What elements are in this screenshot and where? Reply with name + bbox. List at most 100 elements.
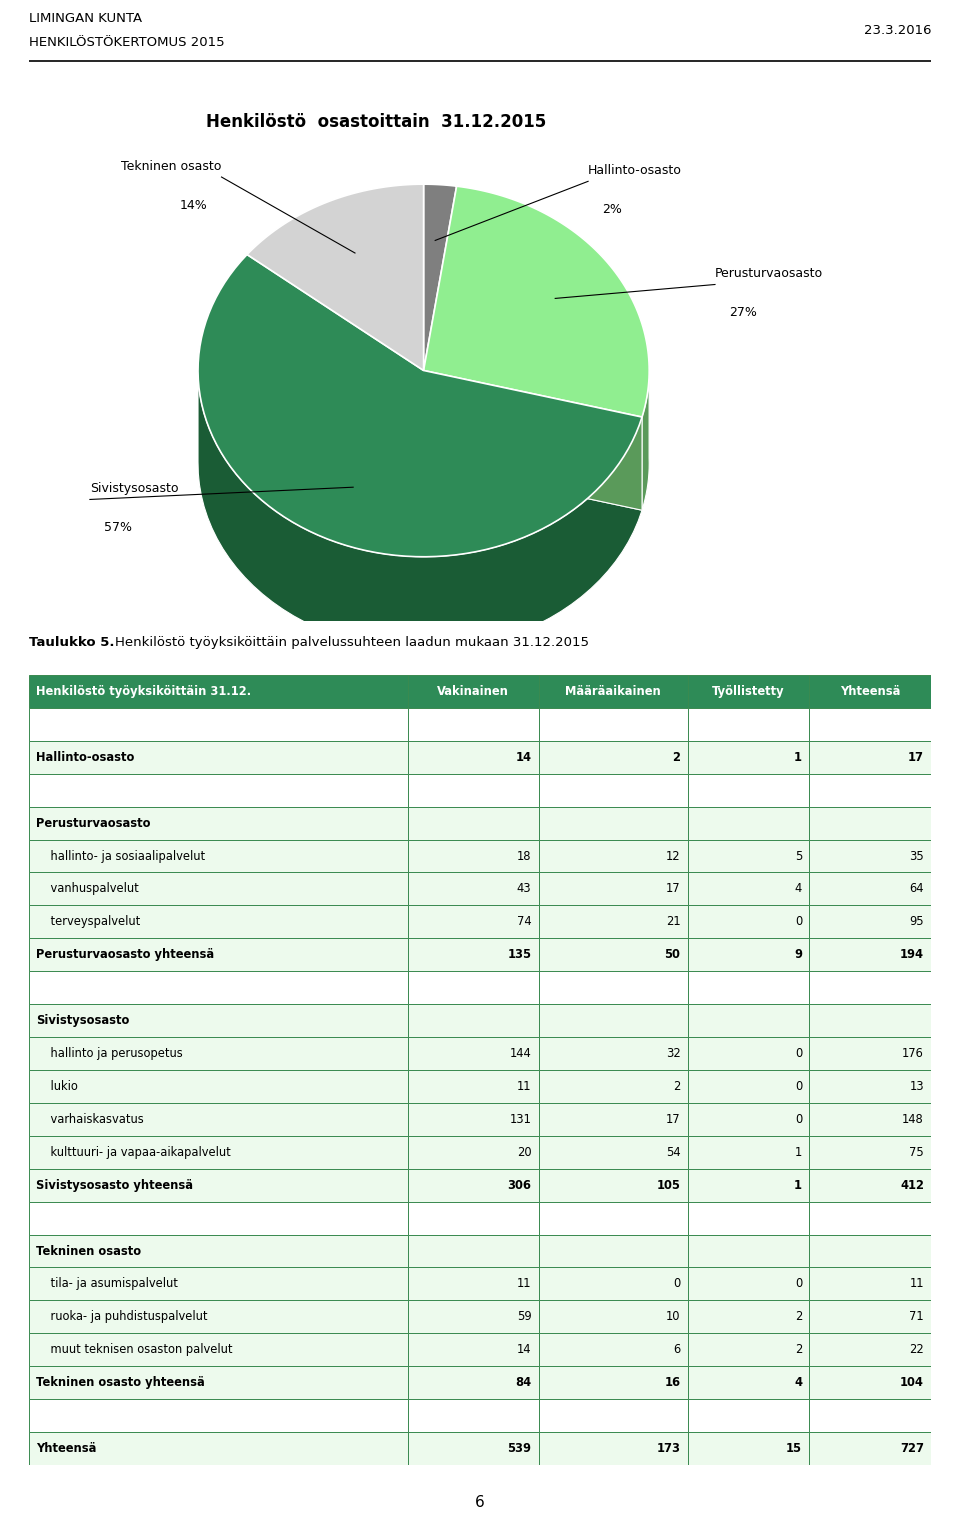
- Bar: [29, 839, 408, 873]
- Text: Vakinainen: Vakinainen: [438, 684, 509, 698]
- Bar: [687, 839, 809, 873]
- Bar: [539, 1333, 687, 1367]
- Text: 2: 2: [673, 1080, 681, 1092]
- Bar: [809, 1103, 931, 1135]
- Bar: [539, 1235, 687, 1267]
- Text: 1: 1: [794, 1178, 803, 1192]
- Bar: [809, 741, 931, 773]
- Bar: [29, 1169, 408, 1201]
- Bar: [408, 1301, 539, 1333]
- Bar: [809, 1433, 931, 1465]
- Text: muut teknisen osaston palvelut: muut teknisen osaston palvelut: [36, 1344, 232, 1356]
- Bar: [539, 1135, 687, 1169]
- Text: 0: 0: [795, 1080, 803, 1092]
- Bar: [687, 773, 809, 807]
- Bar: [29, 1201, 408, 1235]
- Bar: [687, 1069, 809, 1103]
- Bar: [539, 1201, 687, 1235]
- Bar: [809, 1005, 931, 1037]
- Bar: [687, 1235, 809, 1267]
- Text: 306: 306: [508, 1178, 532, 1192]
- Text: 1: 1: [794, 750, 803, 764]
- Bar: [539, 807, 687, 839]
- Text: vanhuspalvelut: vanhuspalvelut: [36, 882, 139, 896]
- Bar: [809, 905, 931, 939]
- Bar: [408, 1267, 539, 1301]
- Text: 727: 727: [900, 1442, 924, 1456]
- Text: 22: 22: [909, 1344, 924, 1356]
- Bar: [539, 675, 687, 707]
- Bar: [687, 807, 809, 839]
- Bar: [408, 1005, 539, 1037]
- Bar: [408, 939, 539, 971]
- Text: 6: 6: [673, 1344, 681, 1356]
- Text: 4: 4: [795, 882, 803, 896]
- Bar: [539, 1301, 687, 1333]
- Text: Yhteensä: Yhteensä: [36, 1442, 96, 1456]
- Bar: [408, 1103, 539, 1135]
- Bar: [29, 873, 408, 905]
- Text: 135: 135: [508, 948, 532, 962]
- Text: 15: 15: [786, 1442, 803, 1456]
- Text: Työllistetty: Työllistetty: [712, 684, 784, 698]
- Bar: [809, 707, 931, 741]
- Bar: [408, 971, 539, 1005]
- Bar: [408, 1069, 539, 1103]
- Text: Määräaikainen: Määräaikainen: [565, 684, 661, 698]
- Bar: [29, 707, 408, 741]
- Bar: [29, 971, 408, 1005]
- Bar: [687, 1135, 809, 1169]
- Text: 12: 12: [665, 850, 681, 862]
- Bar: [809, 873, 931, 905]
- Bar: [809, 1135, 931, 1169]
- Text: 20: 20: [516, 1146, 532, 1158]
- Bar: [29, 905, 408, 939]
- Bar: [29, 1235, 408, 1267]
- Text: Sivistysosasto yhteensä: Sivistysosasto yhteensä: [36, 1178, 193, 1192]
- Text: 0: 0: [795, 1112, 803, 1126]
- Bar: [809, 773, 931, 807]
- Bar: [539, 1399, 687, 1433]
- Text: 173: 173: [657, 1442, 681, 1456]
- Bar: [809, 1037, 931, 1069]
- Text: 84: 84: [516, 1376, 532, 1390]
- Bar: [687, 1433, 809, 1465]
- Bar: [809, 1267, 931, 1301]
- Text: tila- ja asumispalvelut: tila- ja asumispalvelut: [36, 1278, 178, 1290]
- Bar: [408, 839, 539, 873]
- Text: LIMINGAN KUNTA: LIMINGAN KUNTA: [29, 12, 142, 25]
- Bar: [809, 1399, 931, 1433]
- Text: 23.3.2016: 23.3.2016: [864, 25, 931, 37]
- Bar: [809, 1201, 931, 1235]
- Bar: [809, 1069, 931, 1103]
- Bar: [29, 1433, 408, 1465]
- Text: Taulukko 5.: Taulukko 5.: [29, 637, 114, 649]
- Text: lukio: lukio: [36, 1080, 78, 1092]
- Polygon shape: [423, 371, 642, 511]
- Bar: [408, 1235, 539, 1267]
- Text: 14: 14: [516, 750, 532, 764]
- Text: 2: 2: [795, 1310, 803, 1324]
- Bar: [539, 905, 687, 939]
- Text: Tekninen osasto: Tekninen osasto: [121, 160, 222, 173]
- Bar: [809, 839, 931, 873]
- Text: 11: 11: [516, 1278, 532, 1290]
- Text: 0: 0: [673, 1278, 681, 1290]
- Text: terveyspalvelut: terveyspalvelut: [36, 916, 140, 928]
- Bar: [408, 1333, 539, 1367]
- Bar: [539, 1005, 687, 1037]
- Bar: [29, 1399, 408, 1433]
- Text: Sivistysosasto: Sivistysosasto: [90, 482, 179, 495]
- Bar: [29, 773, 408, 807]
- Bar: [408, 905, 539, 939]
- Text: 59: 59: [516, 1310, 532, 1324]
- Bar: [539, 1037, 687, 1069]
- Text: Perusturvaosasto: Perusturvaosasto: [36, 816, 151, 830]
- Bar: [539, 1267, 687, 1301]
- Bar: [408, 741, 539, 773]
- Text: 35: 35: [909, 850, 924, 862]
- Text: 1: 1: [795, 1146, 803, 1158]
- Text: 50: 50: [664, 948, 681, 962]
- Bar: [687, 707, 809, 741]
- Bar: [539, 707, 687, 741]
